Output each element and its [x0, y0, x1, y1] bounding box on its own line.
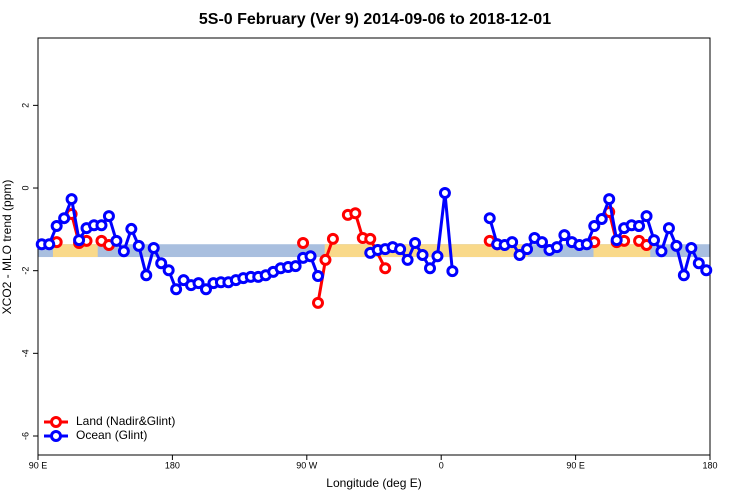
data-point: [349, 207, 362, 220]
data-point: [147, 241, 160, 254]
data-point: [603, 193, 616, 206]
y-tick-label: -4: [20, 349, 30, 357]
data-point: [73, 234, 86, 247]
x-tick-label: 90 W: [296, 460, 318, 470]
y-axis-label: XCO2 - MLO trend (ppm): [0, 180, 14, 315]
data-point: [43, 238, 56, 251]
data-point: [312, 296, 324, 309]
data-point: [132, 239, 145, 252]
data-point: [326, 232, 339, 245]
data-point: [550, 241, 563, 254]
x-axis-label: Longitude (deg E): [326, 476, 421, 490]
data-point: [95, 219, 108, 232]
data-point: [513, 248, 526, 261]
legend-label: Land (Nadir&Glint): [76, 414, 175, 428]
chart-title: 5S-0 February (Ver 9) 2014-09-06 to 2018…: [199, 11, 551, 28]
x-tick-label: 180: [165, 460, 180, 470]
data-point: [155, 257, 168, 270]
data-point: [364, 232, 377, 245]
data-point: [438, 186, 451, 199]
x-tick-label: 90 E: [566, 460, 585, 470]
data-point: [610, 234, 623, 247]
y-tick-label: -2: [20, 267, 30, 275]
legend-marker: [50, 416, 62, 428]
data-point: [192, 277, 205, 290]
data-point: [662, 222, 675, 235]
data-point: [162, 264, 175, 277]
data-point: [409, 236, 422, 249]
data-point: [677, 269, 690, 282]
y-tick-label: 2: [20, 103, 30, 108]
x-tick-label: 180: [702, 460, 717, 470]
data-point: [670, 239, 683, 252]
data-point: [379, 262, 392, 275]
x-tick-label: 90 E: [29, 460, 48, 470]
data-point: [431, 250, 444, 263]
data-point: [700, 264, 713, 277]
data-point: [483, 212, 496, 225]
data-point: [304, 250, 317, 263]
series-line: [488, 197, 708, 277]
land-band: [52, 244, 98, 258]
data-point: [692, 257, 705, 270]
data-point: [416, 248, 429, 261]
data-point: [102, 210, 115, 223]
data-point: [648, 234, 660, 247]
legend-marker: [50, 430, 62, 442]
data-point: [536, 236, 548, 249]
data-point: [125, 222, 138, 235]
data-point: [289, 260, 302, 273]
data-point: [424, 262, 436, 275]
data-point: [633, 220, 646, 233]
data-point: [50, 220, 63, 233]
data-point: [58, 212, 71, 225]
data-point: [394, 243, 407, 256]
y-tick-label: 0: [20, 186, 30, 191]
data-point: [140, 269, 153, 282]
data-point: [170, 283, 183, 296]
x-tick-label: 0: [439, 460, 444, 470]
data-point: [297, 236, 310, 249]
data-point: [588, 220, 601, 233]
data-point: [401, 253, 414, 266]
data-point: [506, 236, 519, 249]
y-tick-label: -6: [20, 432, 30, 440]
data-point: [446, 265, 459, 278]
data-point: [312, 270, 324, 283]
data-point: [685, 241, 698, 254]
data-point: [558, 229, 571, 242]
data-point: [117, 245, 130, 258]
data-point: [200, 283, 212, 296]
data-point: [521, 243, 534, 256]
data-point: [319, 253, 332, 266]
data-point: [655, 245, 668, 258]
land-band: [593, 244, 651, 258]
data-point: [580, 238, 593, 251]
legend-label: Ocean (Glint): [76, 428, 147, 442]
data-point: [65, 193, 78, 206]
data-point: [640, 210, 653, 223]
data-point: [110, 234, 123, 247]
data-point: [595, 213, 608, 226]
